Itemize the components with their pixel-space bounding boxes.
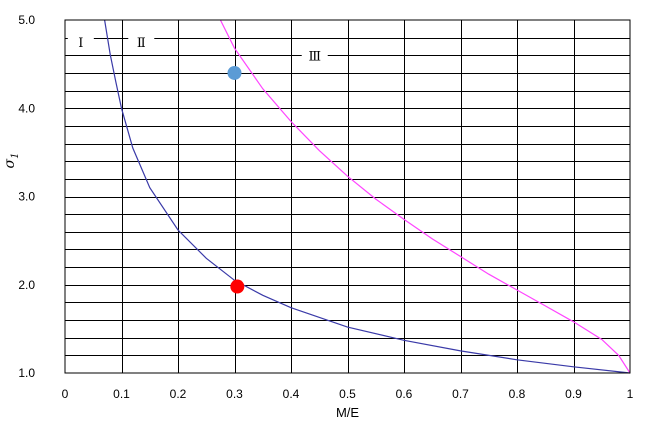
y-tick-label: 2.0 (18, 278, 35, 292)
region-label-background (301, 45, 328, 66)
y-tick-label: 5.0 (18, 13, 35, 27)
x-tick-label: 0.4 (283, 387, 300, 401)
y-tick-label: 1.0 (18, 366, 35, 380)
y-axis-label-symbol: σ (2, 158, 18, 168)
x-axis-label: M/E (336, 405, 359, 420)
y-axis-label-subscript: 1 (10, 153, 21, 159)
x-tick-label: 0.9 (565, 387, 582, 401)
region-label: Ⅲ (308, 49, 321, 64)
y-tick-label: 3.0 (18, 190, 35, 204)
series-line-2 (219, 19, 631, 374)
x-tick-labels: 0 0.1 0.2 0.3 0.4 0.5 0.6 0.7 0.8 0.9 1 (62, 387, 634, 401)
x-tick-label: 0.5 (339, 387, 356, 401)
plot-frame (64, 19, 631, 374)
region-label-background (67, 32, 94, 53)
data-points (227, 65, 245, 294)
y-axis-label: σ1 (2, 153, 21, 169)
x-tick-label: 0.6 (396, 387, 413, 401)
region-label: Ⅰ (78, 36, 83, 51)
y-tick-label: 4.0 (18, 101, 35, 115)
region-label-background (128, 32, 155, 53)
x-tick-label: 1 (627, 387, 634, 401)
x-tick-label: 0.7 (452, 387, 469, 401)
x-tick-label: 0.2 (170, 387, 187, 401)
region-labels: Ⅰ Ⅱ Ⅲ (67, 32, 328, 66)
data-point-2 (230, 279, 245, 294)
grid (65, 20, 630, 373)
x-tick-label: 0.1 (113, 387, 130, 401)
x-tick-label: 0.3 (226, 387, 243, 401)
x-tick-label: 0 (62, 387, 69, 401)
region-label: Ⅱ (137, 36, 146, 51)
data-point-1 (227, 65, 242, 80)
x-tick-label: 0.8 (509, 387, 526, 401)
y-tick-labels: 1.0 2.0 3.0 4.0 5.0 (18, 13, 35, 380)
